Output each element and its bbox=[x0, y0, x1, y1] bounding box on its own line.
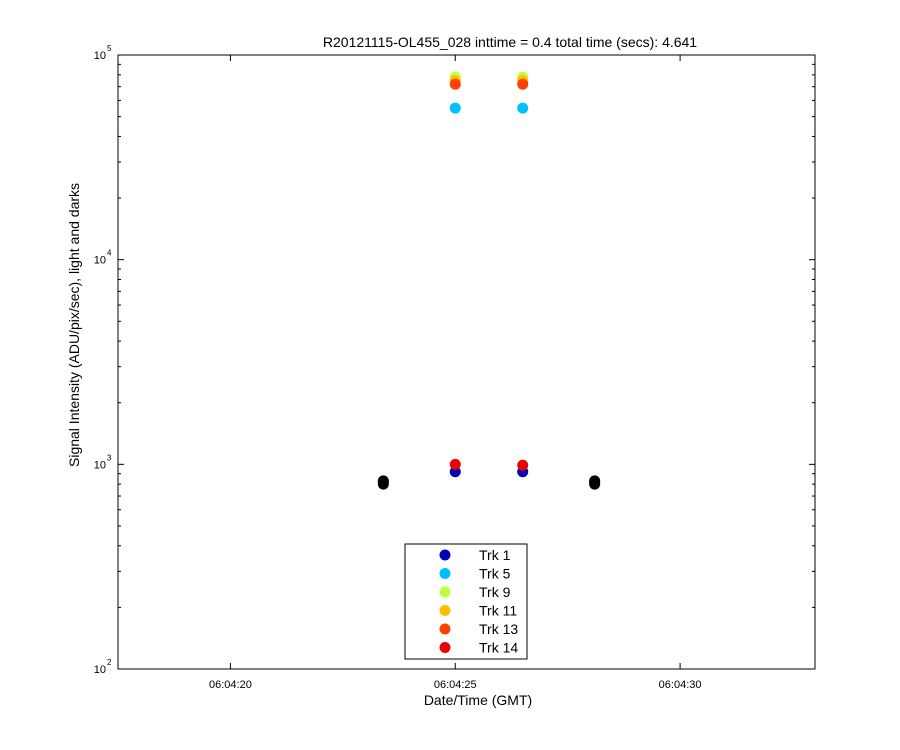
point-trk-13 bbox=[449, 78, 461, 90]
plot-area bbox=[377, 71, 601, 490]
y-tick-exponent: 3 bbox=[107, 453, 112, 462]
point-trk-5 bbox=[449, 102, 461, 114]
y-tick-exponent: 4 bbox=[107, 249, 112, 258]
legend: Trk 1 Trk 5 Trk 9 Trk 11 Trk 13 Trk 14 bbox=[404, 543, 528, 660]
y-axis-label: Signal Intensity (ADU/pix/sec), light an… bbox=[66, 183, 82, 467]
x-axis-label: Date/Time (GMT) bbox=[424, 692, 532, 708]
legend-label-trk-5: Trk 5 bbox=[479, 566, 511, 582]
y-tick-label: 10 bbox=[94, 255, 106, 267]
legend-label-trk-9: Trk 9 bbox=[479, 584, 511, 600]
point-trk-14 bbox=[449, 458, 461, 470]
x-tick-label: 06:04:30 bbox=[659, 679, 702, 691]
legend-label-trk-13: Trk 13 bbox=[479, 621, 518, 637]
legend-marker-trk-11 bbox=[439, 605, 451, 616]
legend-marker-trk-9 bbox=[439, 586, 451, 598]
y-tick-label: 10 bbox=[94, 459, 106, 471]
chart-title: R20121115-OL455_028 inttime = 0.4 total … bbox=[323, 34, 697, 50]
y-tick-exponent: 2 bbox=[107, 658, 112, 667]
legend-marker-trk-5 bbox=[439, 568, 451, 579]
legend-marker-trk-14 bbox=[439, 642, 451, 653]
legend-marker-trk-1 bbox=[439, 549, 451, 561]
legend-label-trk-11: Trk 11 bbox=[479, 603, 517, 619]
x-tick-label: 06:04:20 bbox=[209, 679, 252, 691]
point-trk-13 bbox=[517, 78, 529, 90]
x-tick-label: 06:04:25 bbox=[434, 679, 477, 691]
y-tick-exponent: 5 bbox=[107, 44, 112, 53]
dark-point bbox=[377, 478, 389, 490]
legend-label-trk-14: Trk 14 bbox=[479, 640, 518, 656]
legend-label-trk-1: Trk 1 bbox=[479, 547, 511, 563]
y-tick-label: 10 bbox=[94, 50, 106, 62]
legend-marker-trk-13 bbox=[439, 623, 451, 635]
plot-frame bbox=[117, 54, 816, 670]
dark-point bbox=[589, 478, 601, 490]
point-trk-14 bbox=[517, 459, 529, 471]
legend-box bbox=[404, 543, 528, 660]
point-trk-5 bbox=[517, 102, 529, 114]
y-tick-label: 10 bbox=[94, 664, 106, 676]
